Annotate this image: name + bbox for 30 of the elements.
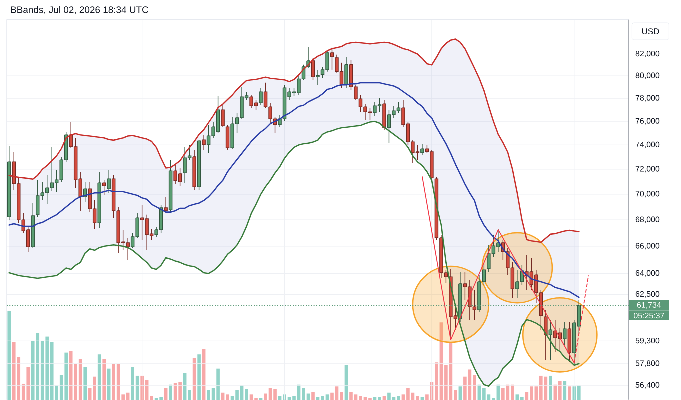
candlestick [259,88,263,106]
bar [563,381,567,400]
line-series [8,120,580,388]
candlestick [98,172,102,228]
candlestick [548,320,553,360]
chart-title: BBands, Jul 02, 2026 18:34 UTC [11,6,149,14]
candlestick [544,310,548,360]
bar [169,384,172,400]
bar [558,381,562,400]
candlestick [107,170,111,194]
candlestick [344,56,348,88]
candlestick [202,134,206,150]
candlestick [316,70,320,86]
bar [568,386,572,400]
bar [458,386,462,400]
bar [549,376,552,400]
candlestick [563,322,567,346]
y-axis-title: USD [642,28,660,35]
candlestick [382,100,386,130]
bar [198,354,201,400]
candlestick [420,144,424,156]
bar [84,367,88,400]
bar [8,311,12,400]
line-series [8,38,580,244]
candlestick [192,150,196,190]
bar [312,392,315,400]
bar [98,354,102,400]
bar [164,388,168,400]
candlestick [221,104,225,128]
bar [102,359,106,400]
